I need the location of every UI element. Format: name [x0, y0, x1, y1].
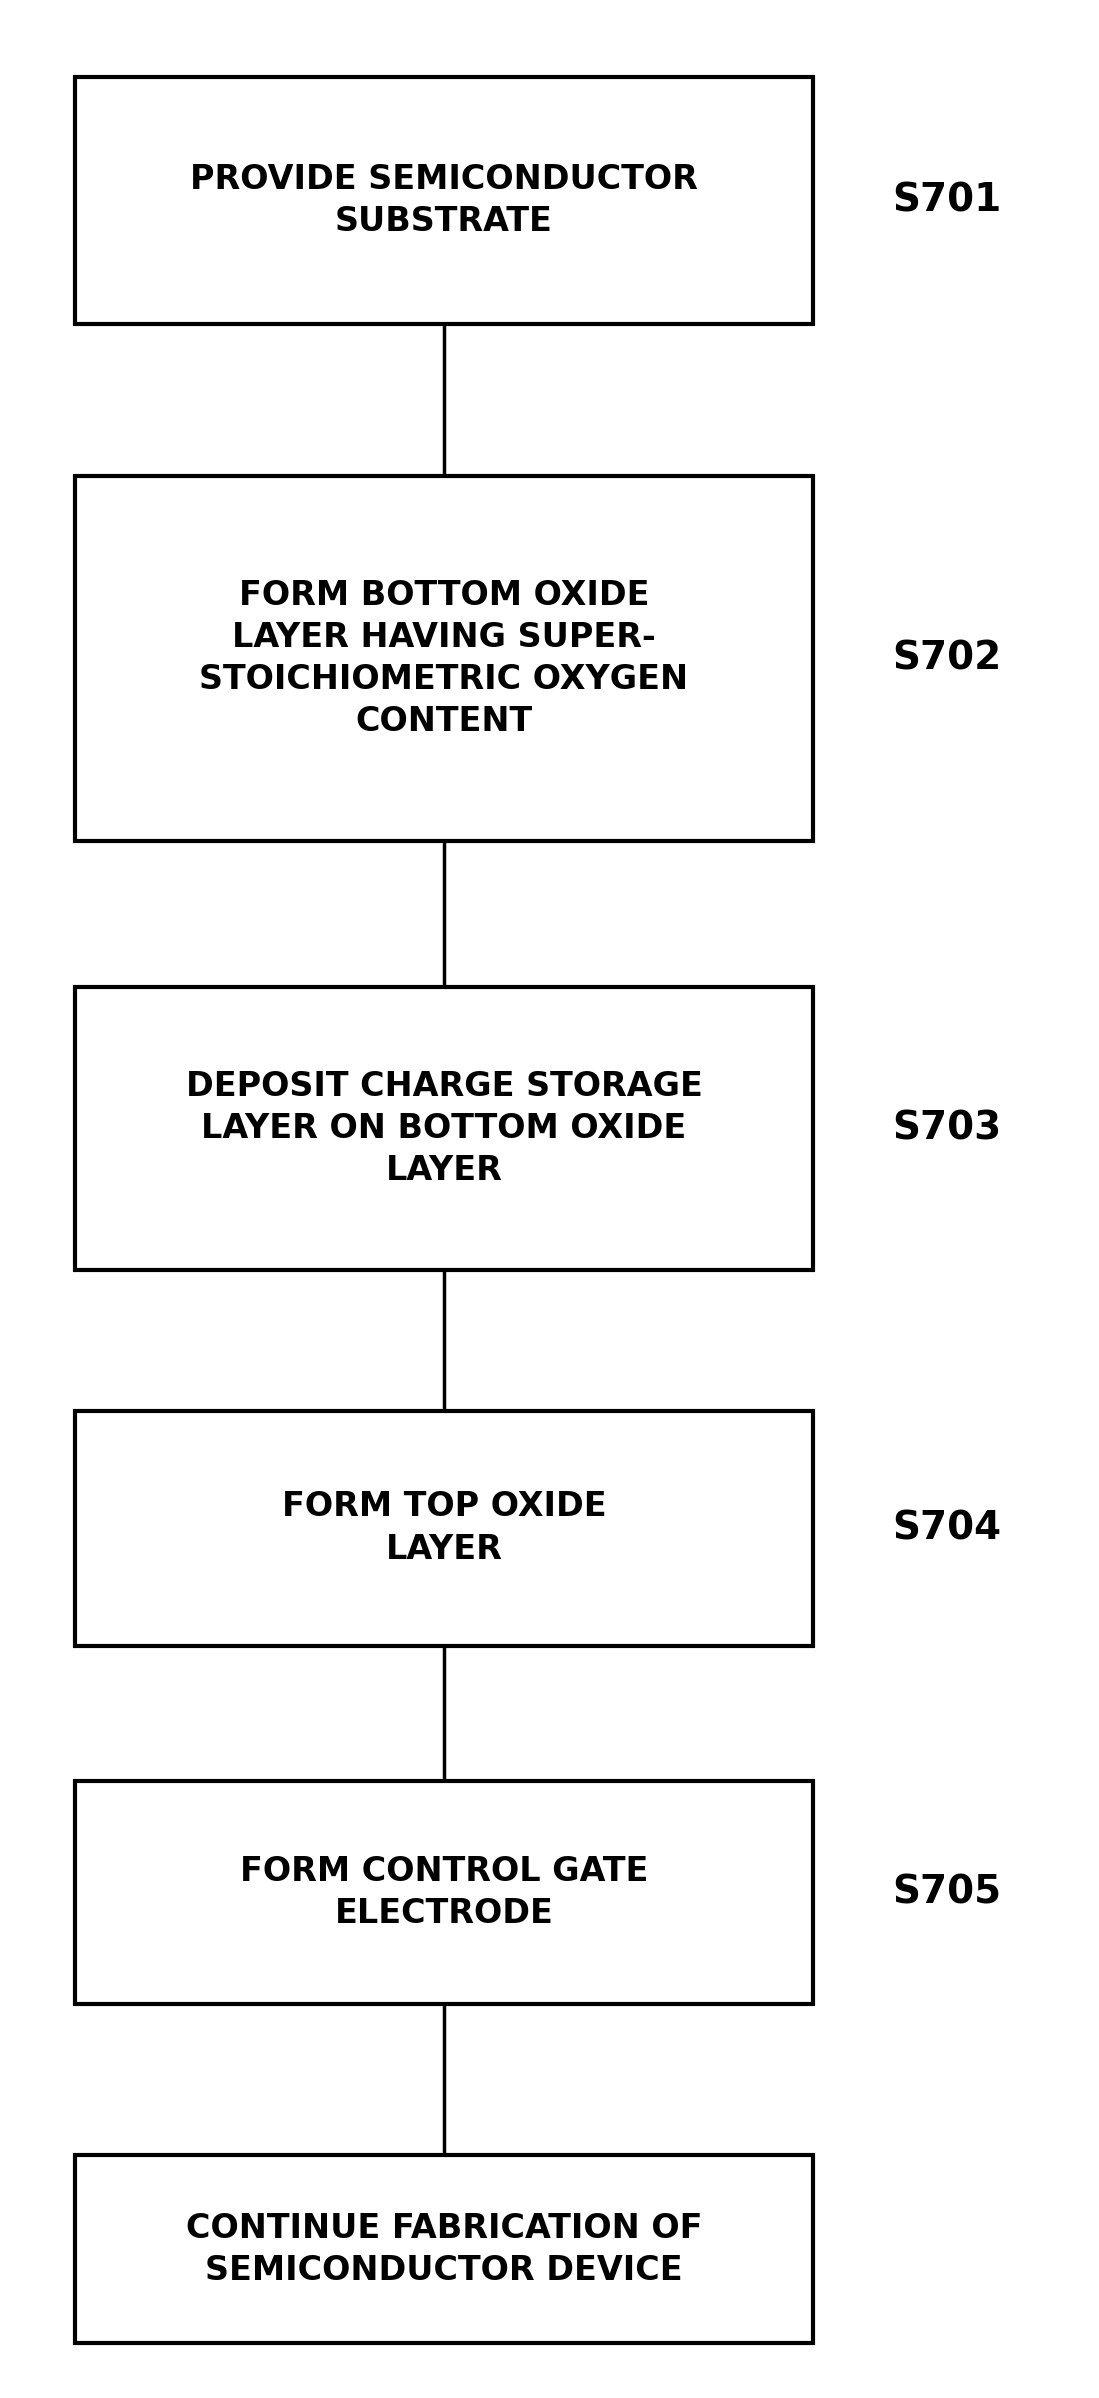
Text: PROVIDE SEMICONDUCTOR
SUBSTRATE: PROVIDE SEMICONDUCTOR SUBSTRATE	[190, 163, 698, 237]
Text: FORM CONTROL GATE
ELECTRODE: FORM CONTROL GATE ELECTRODE	[240, 1854, 648, 1930]
Bar	[75, 2156, 813, 2343]
Text: S704: S704	[892, 1508, 1001, 1547]
Text: FORM TOP OXIDE
LAYER: FORM TOP OXIDE LAYER	[281, 1492, 607, 1566]
Text: S705: S705	[892, 1873, 1001, 1911]
Text: S703: S703	[892, 1110, 1001, 1149]
Bar	[75, 1410, 813, 1645]
Text: S701: S701	[892, 182, 1001, 218]
Text: DEPOSIT CHARGE STORAGE
LAYER ON BOTTOM OXIDE
LAYER: DEPOSIT CHARGE STORAGE LAYER ON BOTTOM O…	[186, 1070, 702, 1187]
Text: FORM BOTTOM OXIDE
LAYER HAVING SUPER-
STOICHIOMETRIC OXYGEN
CONTENT: FORM BOTTOM OXIDE LAYER HAVING SUPER- ST…	[199, 578, 689, 739]
Bar	[75, 1782, 813, 2005]
Text: S702: S702	[892, 640, 1001, 679]
Text: CONTINUE FABRICATION OF
SEMICONDUCTOR DEVICE: CONTINUE FABRICATION OF SEMICONDUCTOR DE…	[186, 2211, 702, 2288]
Bar	[75, 77, 813, 324]
Bar	[75, 988, 813, 1269]
Bar	[75, 477, 813, 842]
